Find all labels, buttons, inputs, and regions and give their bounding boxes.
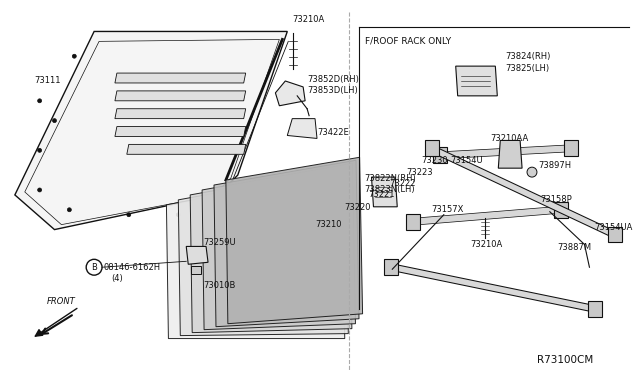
- Text: 73887M: 73887M: [557, 243, 592, 252]
- Text: 73210A: 73210A: [292, 15, 324, 24]
- Text: 73853D(LH): 73853D(LH): [307, 86, 358, 95]
- Text: 73822N(RH): 73822N(RH): [365, 174, 416, 183]
- Polygon shape: [127, 144, 246, 154]
- Polygon shape: [190, 166, 352, 333]
- Polygon shape: [385, 259, 398, 275]
- Polygon shape: [564, 140, 577, 156]
- Polygon shape: [214, 160, 359, 327]
- Polygon shape: [499, 140, 522, 168]
- Circle shape: [72, 54, 76, 58]
- Polygon shape: [275, 81, 305, 106]
- Circle shape: [206, 203, 210, 207]
- Text: 73230: 73230: [421, 156, 447, 165]
- Text: 73221: 73221: [369, 190, 395, 199]
- Circle shape: [38, 99, 42, 103]
- Text: 73852D(RH): 73852D(RH): [307, 74, 359, 83]
- Text: 73824(RH): 73824(RH): [505, 52, 550, 61]
- Polygon shape: [186, 246, 208, 264]
- Text: 73823N(LH): 73823N(LH): [365, 186, 415, 195]
- Polygon shape: [226, 157, 363, 324]
- Polygon shape: [371, 177, 397, 207]
- Polygon shape: [166, 172, 345, 339]
- Text: 73111: 73111: [35, 77, 61, 86]
- Polygon shape: [202, 163, 355, 330]
- Circle shape: [38, 188, 42, 192]
- Polygon shape: [554, 202, 568, 218]
- Text: 73154U: 73154U: [451, 156, 483, 165]
- Text: (4): (4): [111, 274, 123, 283]
- Polygon shape: [588, 301, 602, 317]
- Text: 73825(LH): 73825(LH): [505, 64, 549, 73]
- Text: 73210A: 73210A: [470, 240, 503, 249]
- Text: 73210: 73210: [315, 220, 342, 229]
- Polygon shape: [115, 73, 246, 83]
- Text: FRONT: FRONT: [47, 297, 76, 307]
- Circle shape: [38, 148, 42, 152]
- Polygon shape: [15, 32, 287, 230]
- Text: 73222: 73222: [389, 179, 416, 187]
- Text: F/ROOF RACK ONLY: F/ROOF RACK ONLY: [365, 37, 451, 46]
- Circle shape: [177, 213, 180, 217]
- Polygon shape: [456, 66, 497, 96]
- Polygon shape: [115, 91, 246, 101]
- Polygon shape: [115, 126, 246, 137]
- Text: 73154UA: 73154UA: [595, 223, 633, 232]
- Polygon shape: [406, 214, 420, 230]
- Circle shape: [527, 167, 537, 177]
- Polygon shape: [433, 147, 447, 163]
- Polygon shape: [115, 109, 246, 119]
- Text: 08146-6162H: 08146-6162H: [103, 263, 160, 272]
- Text: R73100CM: R73100CM: [537, 355, 593, 365]
- Text: B: B: [91, 263, 97, 272]
- Text: 73259U: 73259U: [203, 238, 236, 247]
- Text: 73897H: 73897H: [538, 161, 571, 170]
- Text: 73210AA: 73210AA: [490, 134, 529, 143]
- Text: 73158P: 73158P: [540, 195, 572, 204]
- Polygon shape: [425, 140, 439, 156]
- Circle shape: [67, 208, 71, 212]
- Polygon shape: [179, 169, 348, 336]
- Polygon shape: [608, 227, 622, 243]
- Polygon shape: [287, 119, 317, 138]
- Polygon shape: [191, 266, 201, 274]
- Text: 73223: 73223: [406, 168, 433, 177]
- Circle shape: [52, 119, 56, 123]
- Text: 73422E: 73422E: [317, 128, 349, 137]
- Text: 73220: 73220: [345, 203, 371, 212]
- Text: 73010B: 73010B: [203, 280, 236, 289]
- Circle shape: [127, 213, 131, 217]
- Text: 73157X: 73157X: [431, 205, 463, 214]
